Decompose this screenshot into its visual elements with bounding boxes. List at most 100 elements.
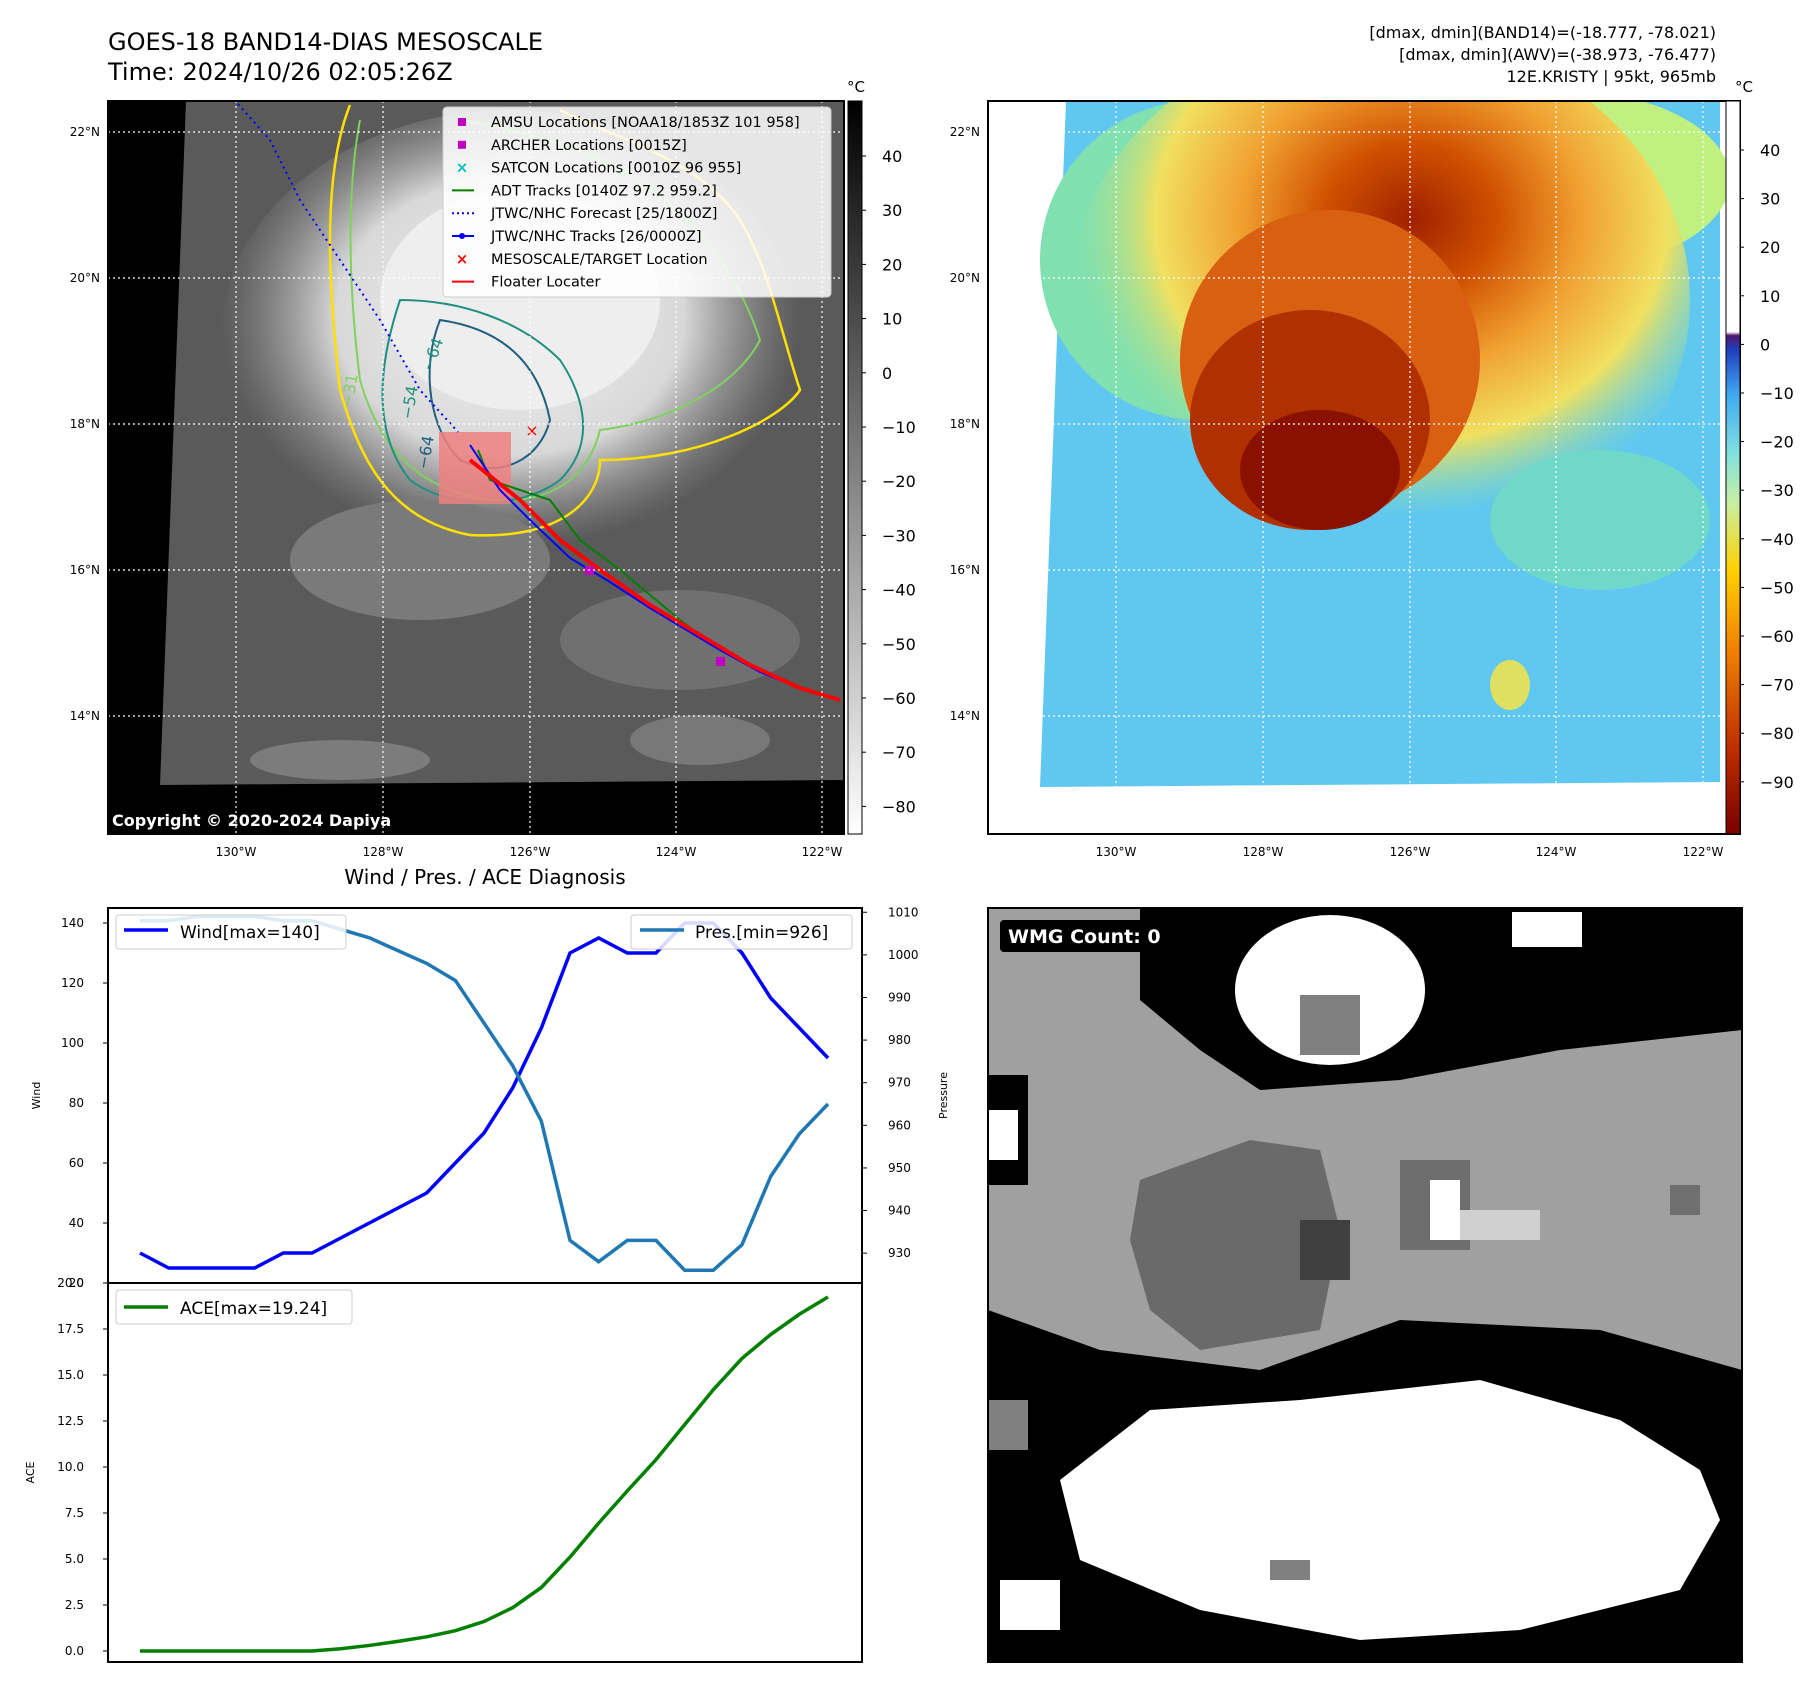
- wind-ytick-label: 20: [69, 1276, 84, 1290]
- pressure-ytick-label: 1010: [888, 905, 919, 919]
- jtwc-forecast-track: [237, 103, 459, 433]
- wv-map-panel: 22°N 20°N 18°N 16°N 14°N 130°W 128°W 126…: [950, 100, 1741, 859]
- legend-label: Floater Locater: [491, 275, 600, 291]
- legend-marker: ×: [456, 250, 469, 268]
- colorbar-tick-label: 0: [1760, 335, 1770, 354]
- wv-colorbar-unit: °C: [1735, 78, 1753, 96]
- colorbar-tick-label: 40: [1760, 141, 1780, 160]
- colorbar-tick-label: 10: [1760, 287, 1780, 306]
- colorbar-tick-label: −80: [1760, 724, 1794, 743]
- legend-marker-dot: [459, 233, 465, 239]
- ir-lat-label: 18°N: [70, 417, 100, 431]
- legend-marker: [458, 140, 466, 149]
- ir-contour-teal: [381, 298, 584, 504]
- colorbar-tick-label: −30: [882, 526, 916, 545]
- ir-lon-label: 126°W: [510, 845, 551, 859]
- ir-map-frame: [107, 100, 845, 835]
- colorbar-tick-label: −50: [1760, 578, 1794, 597]
- pressure-ytick-label: 970: [888, 1076, 911, 1090]
- wind-pressure-axes: [107, 907, 863, 1284]
- colorbar-tick-label: 30: [1760, 190, 1780, 209]
- wv-lat-label: 14°N: [950, 709, 980, 723]
- legend-marker: [458, 118, 466, 126]
- ir-lon-label: 128°W: [363, 845, 404, 859]
- figure-title: GOES-18 BAND14-DIAS MESOSCALE: [108, 28, 543, 56]
- wind-ytick-label: 100: [61, 1036, 84, 1050]
- ir-lon-label: 130°W: [216, 845, 257, 859]
- figure-time: Time: 2024/10/26 02:05:26Z: [107, 58, 453, 86]
- colorbar-tick-label: −10: [1760, 384, 1794, 403]
- pressure-ytick-label: 930: [888, 1246, 911, 1260]
- ir-lat-label: 14°N: [70, 709, 100, 723]
- wind-ytick-label: 60: [69, 1156, 84, 1170]
- ace-ytick-label: 17.5: [57, 1322, 84, 1336]
- wv-lon-label: 124°W: [1536, 845, 1577, 859]
- wv-lat-label: 18°N: [950, 417, 980, 431]
- ir-lat-label: 20°N: [70, 271, 100, 285]
- colorbar-tick-label: −50: [882, 635, 916, 654]
- wv-lat-label: 22°N: [950, 125, 980, 139]
- colorbar-tick-label: 20: [1760, 238, 1780, 257]
- info-band14: [dmax, dmin](BAND14)=(-18.777, -78.021): [1369, 23, 1716, 42]
- colorbar-tick-label: −10: [882, 418, 916, 437]
- wv-lon-label: 128°W: [1243, 845, 1284, 859]
- wv-colorbar-bar: [1725, 100, 1741, 835]
- ace-ytick-label: 20.0: [57, 1276, 84, 1290]
- wind-ytick-label: 80: [69, 1096, 84, 1110]
- ace-series-line: [140, 1295, 829, 1653]
- ace-legend-label: ACE[max=19.24]: [180, 1299, 327, 1319]
- colorbar-tick-label: −80: [882, 797, 916, 816]
- diagnosis-panel: Wind / Pres. / ACE Diagnosis 20 40 60 80 100…: [24, 865, 950, 1663]
- wv-lat-label: 20°N: [950, 271, 980, 285]
- legend-box: [442, 106, 832, 298]
- colorbar-tick-label: 40: [882, 147, 902, 166]
- legend-label: MESOSCALE/TARGET Location: [491, 252, 708, 268]
- pressure-ytick-label: 990: [888, 990, 911, 1004]
- wind-legend-label: Wind[max=140]: [180, 923, 320, 943]
- target-marker: ×: [525, 421, 538, 440]
- colorbar-tick-label: 20: [882, 255, 902, 274]
- diagnosis-title: Wind / Pres. / ACE Diagnosis: [344, 865, 625, 889]
- colorbar-tick-label: −40: [882, 581, 916, 600]
- legend-marker: ×: [456, 159, 469, 177]
- wind-ytick-label: 140: [61, 916, 84, 930]
- info-storm: 12E.KRISTY | 95kt, 965mb: [1507, 67, 1717, 86]
- pressure-axis-label: Pressure: [937, 1072, 950, 1119]
- colorbar-tick-label: −60: [882, 689, 916, 708]
- legend-label: AMSU Locations [NOAA18/1853Z 101 958]: [491, 115, 800, 131]
- floater-track: [468, 458, 841, 702]
- ace-ytick-label: 12.5: [57, 1414, 84, 1428]
- pressure-ytick-label: 980: [888, 1033, 911, 1047]
- colorbar-tick-label: 10: [882, 310, 902, 329]
- ace-axes: [107, 1282, 863, 1663]
- colorbar-tick-label: −60: [1760, 627, 1794, 646]
- colorbar-tick-label: 0: [882, 364, 892, 383]
- colorbar-tick-label: −70: [882, 743, 916, 762]
- colorbar-tick-label: 30: [882, 201, 902, 220]
- ace-axis-label: ACE: [24, 1461, 37, 1483]
- legend-label: JTWC/NHC Forecast [25/1800Z]: [490, 206, 717, 222]
- wind-legend-box: [115, 914, 347, 950]
- ace-ytick-label: 10.0: [57, 1460, 84, 1474]
- wv-lon-label: 130°W: [1096, 845, 1137, 859]
- colorbar-tick-label: −40: [1760, 530, 1794, 549]
- wind-axis-label: Wind: [30, 1082, 43, 1110]
- pressure-ytick-label: 960: [888, 1118, 911, 1132]
- wmg-count-label: WMG Count: 0: [1008, 926, 1161, 948]
- ir-gridlines: [108, 101, 844, 834]
- legend-label: SATCON Locations [0010Z 96 955]: [491, 161, 741, 177]
- copyright: Copyright © 2020-2024 Dapiya: [112, 811, 391, 830]
- pressure-ytick-label: 950: [888, 1161, 911, 1175]
- wmg-panel: WMG Count: 0: [987, 907, 1743, 1663]
- wv-lon-label: 122°W: [1683, 845, 1724, 859]
- colorbar-tick-label: −30: [1760, 481, 1794, 500]
- wv-gridlines: [988, 101, 1740, 834]
- ir-contour-navy: [428, 318, 552, 469]
- wv-lon-label: 126°W: [1390, 845, 1431, 859]
- pressure-legend-box: [630, 914, 853, 950]
- pressure-ytick-label: 940: [888, 1204, 911, 1218]
- ir-lat-label: 16°N: [70, 563, 100, 577]
- wmg-frame: [987, 907, 1743, 1663]
- wv-colorbar: °C 40 30 20 10 0 −10 −20 −30 −40 −50 −60 −70 −80 −90: [1725, 78, 1794, 835]
